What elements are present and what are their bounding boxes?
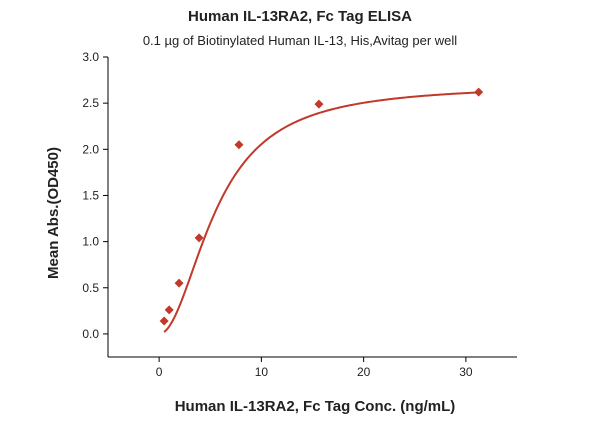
y-tick-label: 2.0 <box>82 142 99 156</box>
data-point <box>164 305 174 315</box>
data-point <box>174 278 184 288</box>
x-tick-label: 20 <box>357 365 371 379</box>
chart-subtitle: 0.1 µg of Biotinylated Human IL-13, His,… <box>143 33 457 48</box>
data-point <box>194 233 204 243</box>
axes: 0.0 0.5 1.0 1.5 2.0 2.5 3.0 0 10 20 30 <box>82 50 517 379</box>
chart-title: Human IL-13RA2, Fc Tag ELISA <box>188 8 412 25</box>
fit-curve <box>163 91 479 333</box>
y-tick-label: 1.0 <box>82 235 99 249</box>
y-tick-label: 2.5 <box>82 96 99 110</box>
data-point <box>159 316 169 326</box>
x-axis-label: Human IL-13RA2, Fc Tag Conc. (ng/mL) <box>175 398 456 415</box>
data-point <box>474 87 484 97</box>
data-point <box>234 140 244 150</box>
y-tick-label: 0.5 <box>82 281 99 295</box>
y-axis-label: Mean Abs.(OD450) <box>45 147 62 279</box>
y-tick-label: 0.0 <box>82 327 99 341</box>
data-point <box>314 99 324 109</box>
fit-curve-layer <box>163 91 479 333</box>
x-tick-label: 0 <box>156 365 163 379</box>
x-tick-label: 10 <box>255 365 269 379</box>
x-tick-label: 30 <box>459 365 473 379</box>
y-tick-label: 3.0 <box>82 50 99 64</box>
data-points-layer <box>159 87 484 326</box>
y-tick-label: 1.5 <box>82 188 99 202</box>
